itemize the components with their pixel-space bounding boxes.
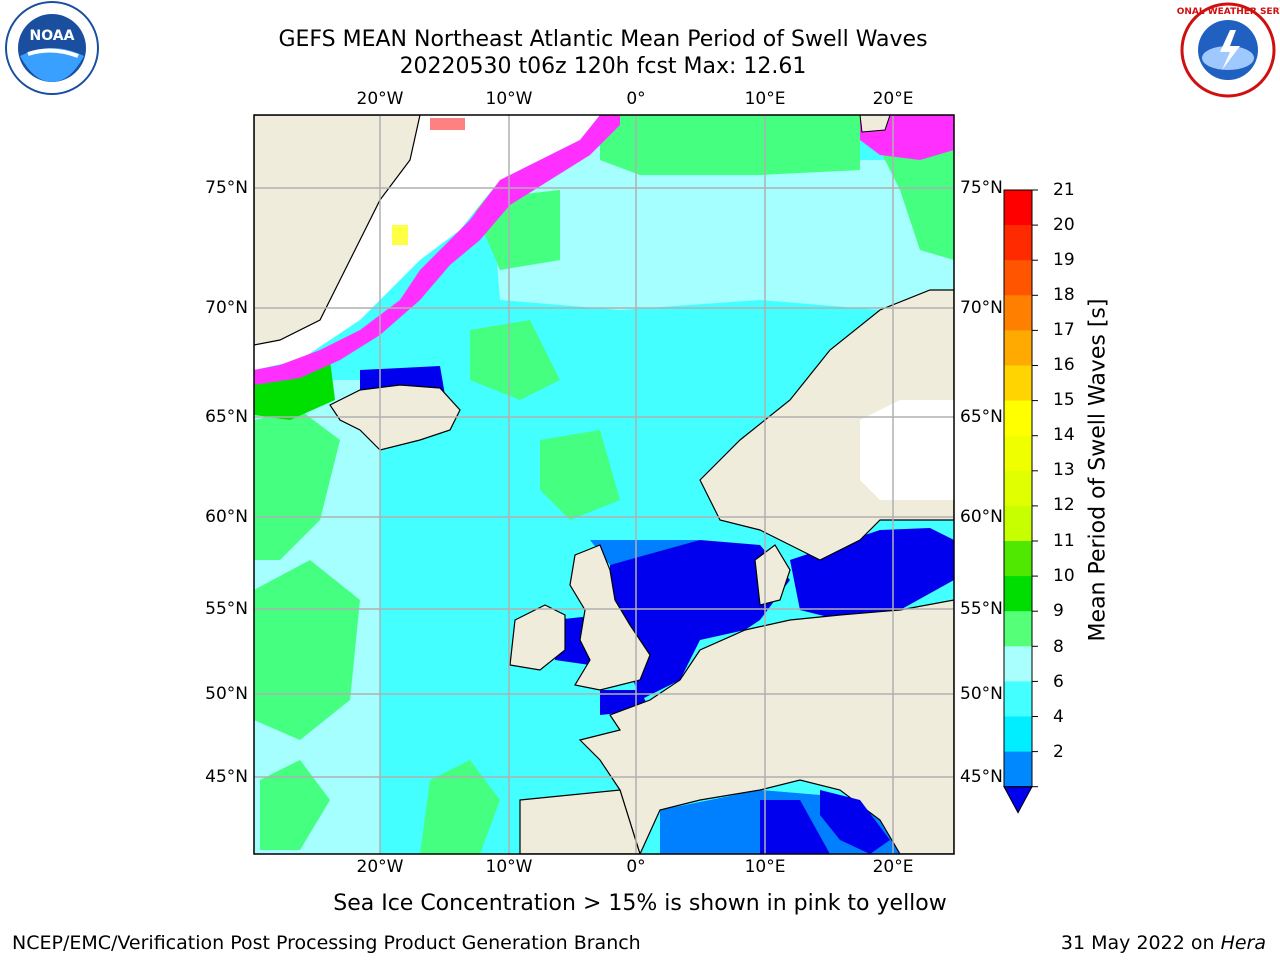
- ocean-zone-north-sea: [610, 540, 790, 700]
- ocean-zone-green-6: [540, 430, 620, 520]
- colorbar-segment: [1004, 435, 1032, 472]
- footer-date-text: 31 May 2022 on: [1060, 932, 1221, 954]
- colorbar-segment: [1004, 751, 1032, 788]
- lon-label-bottom-20e: 20°E: [872, 857, 914, 877]
- ocean-zone-green-5: [470, 320, 560, 400]
- colorbar-segment: [1004, 260, 1032, 296]
- denmark-land: [754, 544, 791, 606]
- noaa-logo-text: NOAA: [30, 28, 75, 44]
- lat-label-left-75n: 75°N: [205, 178, 248, 198]
- colorbar-tick: 13: [1053, 460, 1075, 480]
- colorbar-segment: [1004, 505, 1032, 542]
- colorbar-tick: 4: [1053, 707, 1064, 727]
- colorbar-segment: [1004, 470, 1032, 507]
- map-subtitle: 20220530 t06z 120h fcst Max: 12.61: [399, 54, 807, 79]
- lon-label-top-0: 0°: [626, 89, 646, 109]
- colorbar-tick: 8: [1053, 637, 1064, 657]
- continental-europe-land: [578, 599, 954, 854]
- lat-label-left-45n: 45°N: [205, 767, 248, 787]
- ocean-zone-green-3: [260, 760, 330, 850]
- colorbar-segment: [1004, 611, 1032, 647]
- colorbar-tick: 18: [1053, 285, 1075, 305]
- iberia-land: [519, 789, 641, 854]
- ireland-land: [509, 604, 566, 671]
- gulf-of-bothnia: [860, 400, 954, 500]
- lat-label-right-65n: 65°N: [960, 407, 1003, 427]
- colorbar-tick: 15: [1053, 390, 1075, 410]
- lon-label-top-20e: 20°E: [872, 89, 914, 109]
- colorbar-segment: [1004, 576, 1032, 612]
- colorbar-frame: [1003, 189, 1033, 788]
- colorbar-tick: 20: [1053, 215, 1075, 235]
- map-frame: [253, 114, 955, 855]
- colorbar-segment: [1004, 190, 1032, 226]
- colorbar-segment: [1004, 681, 1032, 717]
- colorbar-tick: 16: [1053, 355, 1075, 375]
- adriatic-sea: [820, 790, 890, 854]
- lat-label-left-70n: 70°N: [205, 298, 248, 318]
- map-title: GEFS MEAN Northeast Atlantic Mean Period…: [278, 27, 928, 52]
- map-gridlines: [254, 115, 954, 854]
- lat-label-right-55n: 55°N: [960, 599, 1003, 619]
- colorbar-segment: [1004, 330, 1032, 366]
- ocean-zone-green-4: [420, 760, 500, 854]
- colorbar-tick: 11: [1053, 531, 1075, 551]
- colorbar-segment: [1004, 225, 1032, 261]
- lon-label-bottom-10w: 10°W: [485, 857, 533, 877]
- colorbar-tick: 10: [1053, 566, 1075, 586]
- lat-label-right-50n: 50°N: [960, 684, 1003, 704]
- lat-label-right-60n: 60°N: [960, 507, 1003, 527]
- lat-label-left-50n: 50°N: [205, 684, 248, 704]
- colorbar-tick: 14: [1053, 425, 1075, 445]
- colorbar-title: Mean Period of Swell Waves [s]: [1085, 298, 1111, 642]
- colorbar-segment: [1004, 541, 1032, 577]
- colorbar-tick: 19: [1053, 250, 1075, 270]
- colorbar-segment: [1004, 400, 1032, 437]
- lon-label-bottom-20w: 20°W: [356, 857, 404, 877]
- nws-logo: NATIONAL WEATHER SERVICE: [1153, 0, 1280, 104]
- greenland-land: [254, 115, 421, 346]
- lon-label-top-20w: 20°W: [356, 89, 404, 109]
- noaa-logo: NOAA: [0, 0, 104, 104]
- lon-label-top-10e: 10°E: [744, 89, 786, 109]
- colorbar-tick: 21: [1053, 180, 1075, 200]
- sea-ice-edge: [254, 115, 620, 385]
- colorbar-segment: [1004, 365, 1032, 402]
- sea-ice-note: Sea Ice Concentration > 15% is shown in …: [333, 891, 947, 916]
- colorbar-tick: 17: [1053, 320, 1075, 340]
- svalbard-land: [859, 115, 891, 133]
- footer-host: Hera: [1220, 932, 1266, 954]
- lat-label-left-65n: 65°N: [205, 407, 248, 427]
- footer-credit: NCEP/EMC/Verification Post Processing Pr…: [12, 932, 641, 954]
- colorbar-tick: 2: [1053, 742, 1064, 762]
- nws-logo-text: NATIONAL WEATHER SERVICE: [1176, 7, 1280, 17]
- ocean-zone-green-1: [254, 410, 340, 560]
- great-britain-land: [569, 544, 651, 691]
- lat-label-right-45n: 45°N: [960, 767, 1003, 787]
- ocean-zone-north-sea-edge: [590, 540, 700, 565]
- colorbar-segment: [1004, 646, 1032, 682]
- ocean-zone-tyrrhenian: [760, 800, 830, 854]
- lat-label-right-70n: 70°N: [960, 298, 1003, 318]
- colorbar-tick: 9: [1053, 601, 1064, 621]
- colorbar-tick: 12: [1053, 495, 1075, 515]
- footer-date: 31 May 2022 on Hera: [1061, 932, 1266, 954]
- ocean-zone-barents-green: [880, 150, 954, 260]
- ocean-zone-north-green: [600, 115, 860, 175]
- lat-label-left-60n: 60°N: [205, 507, 248, 527]
- colorbar-segment: [1004, 716, 1032, 753]
- colorbar-extend-triangle: [1003, 786, 1033, 814]
- ocean-zone-green-2: [254, 560, 360, 740]
- colorbar-tick: 6: [1053, 672, 1064, 692]
- colorbar-segment: [1004, 295, 1032, 331]
- lon-label-top-10w: 10°W: [485, 89, 533, 109]
- lon-label-bottom-10e: 10°E: [744, 857, 786, 877]
- colorbar: [1003, 189, 1038, 814]
- lat-label-left-55n: 55°N: [205, 599, 248, 619]
- lat-label-right-75n: 75°N: [960, 178, 1003, 198]
- lon-label-bottom-0: 0°: [626, 857, 646, 877]
- sea-ice-yellow: [392, 225, 408, 245]
- sea-ice-patch-1: [430, 118, 465, 130]
